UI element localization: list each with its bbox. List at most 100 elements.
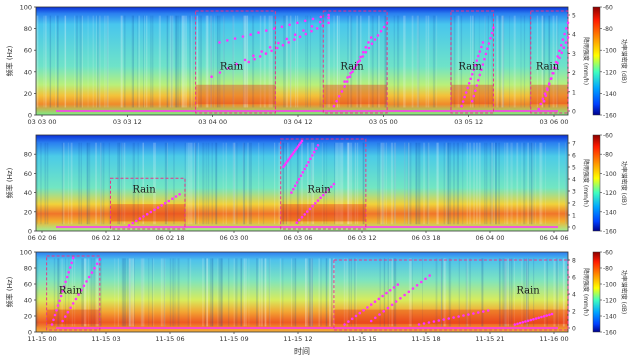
rain-rate-point xyxy=(298,143,301,146)
rain-rate-point xyxy=(283,163,287,167)
spectrogram-streak xyxy=(184,142,186,225)
rain-rate-point xyxy=(280,25,284,29)
spectrogram-streak xyxy=(96,15,98,108)
rain-rate-point xyxy=(551,71,554,75)
rain-rate-point xyxy=(149,210,153,214)
spectrogram-streak xyxy=(243,15,244,108)
spectrogram-streak xyxy=(529,15,531,108)
spectrogram-streak xyxy=(506,142,509,225)
rain-rate-point xyxy=(335,99,338,103)
spectrogram-streak xyxy=(137,15,139,108)
rain-rate-point xyxy=(288,23,291,27)
rain-rate-point xyxy=(292,187,295,191)
rain-rate-point xyxy=(87,275,91,279)
spectrogram-streak xyxy=(391,258,393,327)
rain-rate-point xyxy=(560,51,563,55)
spectrogram-streak xyxy=(328,15,330,108)
colorbar-tick-label: -80 xyxy=(603,266,613,273)
x-tick-label: 11-15 09 xyxy=(219,335,248,343)
y-tick-label: 80 xyxy=(24,151,32,159)
spectrogram-streak xyxy=(263,15,266,108)
spectrogram-streak xyxy=(196,15,198,108)
spectrogram-streak xyxy=(384,258,386,327)
spectrogram-streak xyxy=(368,15,370,108)
spectrogram-streak xyxy=(205,142,207,225)
spectrogram-streak xyxy=(132,15,134,108)
rain-rate-markers xyxy=(50,256,554,326)
spectrogram-streak xyxy=(100,142,102,225)
spectrogram-streak xyxy=(146,15,148,108)
spectrogram-streak xyxy=(443,142,445,225)
spectrogram-streak xyxy=(407,142,410,225)
rain-rate-point xyxy=(145,212,149,216)
rain-rate-point xyxy=(85,280,88,283)
spectrogram-streak xyxy=(171,15,174,108)
spectrogram-streak xyxy=(86,142,89,225)
spectrogram-streak xyxy=(87,15,89,108)
right-tick-label: 5 xyxy=(572,165,576,172)
rain-rate-point xyxy=(218,41,221,44)
spectrogram-streak xyxy=(346,142,349,225)
spectrogram-streak xyxy=(118,142,120,225)
spectrogram-streak xyxy=(499,15,501,108)
rain-rate-point xyxy=(303,213,307,216)
spectrogram-streak xyxy=(37,142,38,225)
rain-rate-point xyxy=(513,323,517,326)
rain-rate-point xyxy=(358,311,362,315)
colorbar xyxy=(592,134,601,232)
spectrogram-streak xyxy=(436,15,438,108)
spectrogram-streak xyxy=(142,258,145,327)
x-tick-label: 06 03 06 xyxy=(284,234,313,242)
rain-rate-point xyxy=(50,323,54,326)
rain-rate-point xyxy=(340,90,344,93)
rain-rate-point xyxy=(316,144,320,147)
rain-rate-point xyxy=(77,293,80,296)
spectrogram-streak xyxy=(310,142,312,225)
rain-rate-point xyxy=(388,289,392,292)
rain-rate-point xyxy=(299,141,303,145)
spectrogram-streak xyxy=(309,258,312,327)
rain-rate-point xyxy=(481,41,485,44)
rain-rate-point xyxy=(171,197,174,200)
rain-rate-point xyxy=(350,317,354,321)
rain-rate-point xyxy=(353,65,357,69)
spectrogram-streak xyxy=(450,15,452,108)
spectrogram-streak xyxy=(392,258,393,327)
spectrogram-streak xyxy=(462,142,464,225)
spectrogram-streak xyxy=(338,142,340,225)
rain-rate-point xyxy=(545,314,548,317)
rain-rate-point xyxy=(303,167,307,171)
rain-rate-point xyxy=(52,318,55,322)
colorbar-tick-label: -100 xyxy=(603,48,617,55)
spectrogram-streak xyxy=(150,15,151,108)
rain-rate-point xyxy=(373,38,377,41)
spectrogram-streak xyxy=(535,142,537,225)
spectrogram-streak xyxy=(190,15,192,108)
spectrogram-streak xyxy=(190,258,192,327)
rain-rate-point xyxy=(518,321,522,325)
spectrogram-streak xyxy=(206,15,209,108)
spectrogram-streak xyxy=(186,142,188,225)
spectrogram-streak xyxy=(169,258,172,327)
rain-rate-point xyxy=(218,71,222,74)
rain-rate-point xyxy=(290,191,293,194)
x-tick-label: 03 03 12 xyxy=(113,118,142,126)
rain-rate-point xyxy=(541,97,545,101)
spectrogram-streak xyxy=(336,142,339,225)
rain-rate-point xyxy=(330,185,333,189)
rain-rate-point xyxy=(247,60,251,64)
spectrogram-streak xyxy=(68,258,70,327)
spectrogram-streak xyxy=(526,258,528,327)
rain-rate-point xyxy=(301,171,305,174)
spectrogram-streak xyxy=(453,15,456,108)
x-tick-label: 11-15 15 xyxy=(347,335,376,343)
spectrogram-streak xyxy=(166,15,169,108)
spectrogram-streak xyxy=(485,15,486,108)
spectrogram-streak xyxy=(250,142,252,225)
spectrogram-streak xyxy=(456,142,459,225)
spectrogram-streak xyxy=(448,142,449,225)
spectrogram-streak xyxy=(82,258,84,327)
spectrogram-streak xyxy=(124,258,126,327)
rain-rate-point xyxy=(296,145,300,148)
